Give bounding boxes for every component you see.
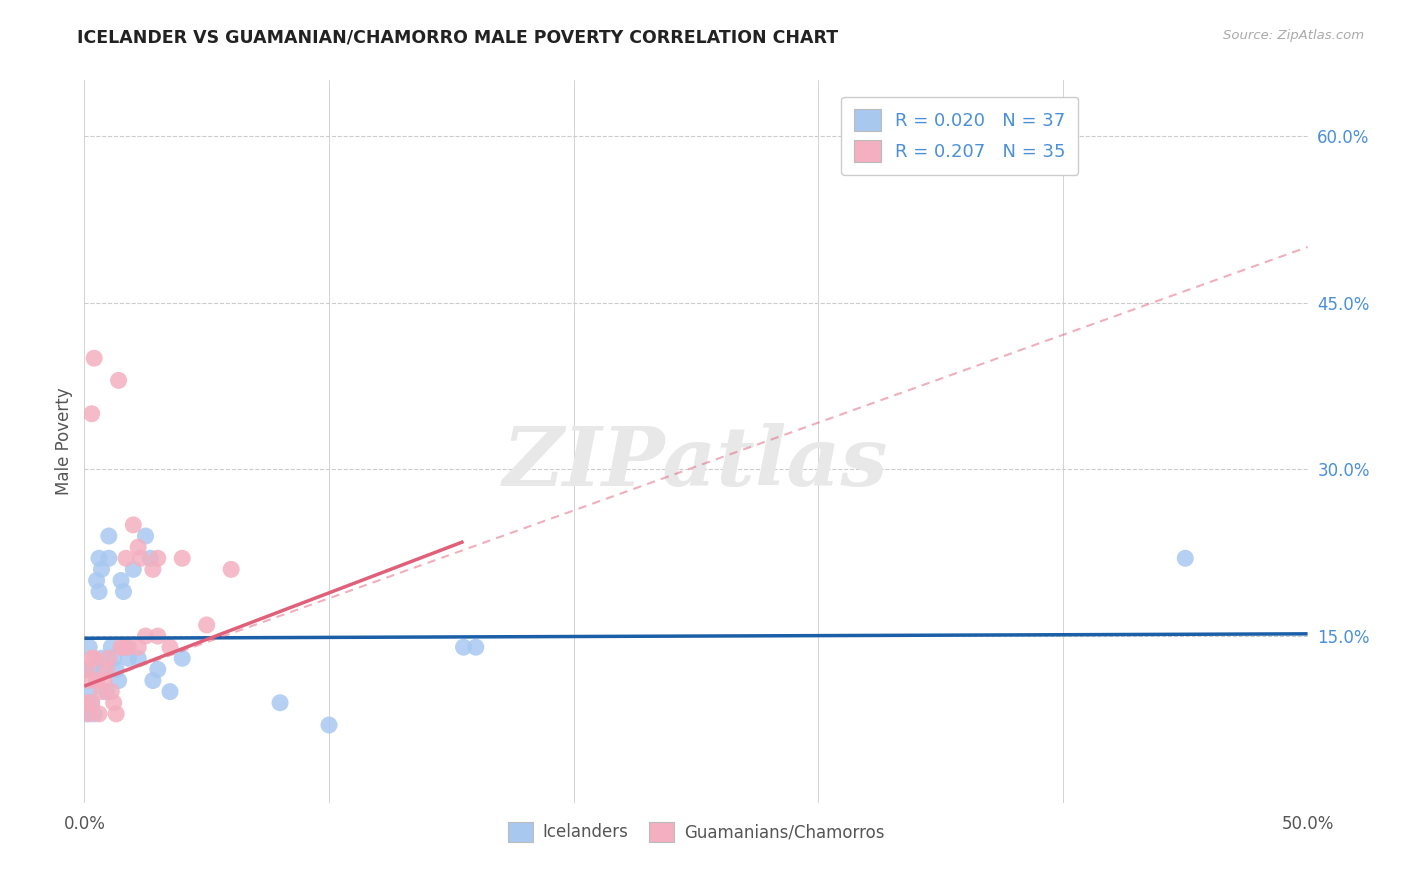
Point — [1174, 551, 1197, 566]
Point — [127, 540, 149, 554]
Point — [135, 629, 157, 643]
Point — [146, 662, 169, 676]
Point — [464, 640, 486, 655]
Point — [103, 696, 125, 710]
Point — [76, 662, 98, 676]
Point — [135, 529, 157, 543]
Point — [100, 640, 122, 655]
Point — [87, 706, 110, 721]
Point — [86, 574, 108, 588]
Point — [93, 662, 115, 676]
Point — [115, 640, 138, 655]
Point — [90, 651, 112, 665]
Point — [76, 706, 98, 721]
Point — [146, 629, 169, 643]
Point — [142, 673, 165, 688]
Point — [318, 718, 340, 732]
Point — [172, 651, 194, 665]
Legend: Icelanders, Guamanians/Chamorros: Icelanders, Guamanians/Chamorros — [501, 815, 891, 848]
Text: Source: ZipAtlas.com: Source: ZipAtlas.com — [1223, 29, 1364, 42]
Point — [77, 673, 100, 688]
Point — [127, 640, 149, 655]
Text: ZIPatlas: ZIPatlas — [503, 423, 889, 503]
Point — [105, 662, 128, 676]
Point — [80, 651, 103, 665]
Point — [110, 640, 132, 655]
Point — [90, 562, 112, 576]
Point — [83, 351, 105, 366]
Point — [107, 673, 129, 688]
Point — [86, 673, 108, 688]
Point — [453, 640, 475, 655]
Point — [97, 551, 120, 566]
Point — [129, 551, 152, 566]
Point — [80, 407, 103, 421]
Point — [127, 651, 149, 665]
Point — [159, 684, 181, 698]
Point — [97, 651, 120, 665]
Point — [76, 696, 98, 710]
Point — [269, 696, 291, 710]
Point — [172, 551, 194, 566]
Point — [83, 651, 105, 665]
Point — [87, 551, 110, 566]
Point — [77, 640, 100, 655]
Point — [142, 562, 165, 576]
Point — [80, 662, 103, 676]
Point — [90, 684, 112, 698]
Point — [103, 651, 125, 665]
Point — [96, 684, 118, 698]
Point — [117, 651, 139, 665]
Point — [96, 662, 118, 676]
Point — [77, 684, 100, 698]
Point — [87, 584, 110, 599]
Point — [219, 562, 242, 576]
Point — [112, 640, 135, 655]
Point — [83, 706, 105, 721]
Point — [80, 696, 103, 710]
Point — [195, 618, 218, 632]
Point — [159, 640, 181, 655]
Point — [115, 551, 138, 566]
Y-axis label: Male Poverty: Male Poverty — [55, 388, 73, 495]
Point — [93, 673, 115, 688]
Point — [107, 373, 129, 387]
Point — [112, 584, 135, 599]
Point — [110, 574, 132, 588]
Point — [122, 562, 145, 576]
Point — [97, 529, 120, 543]
Text: ICELANDER VS GUAMANIAN/CHAMORRO MALE POVERTY CORRELATION CHART: ICELANDER VS GUAMANIAN/CHAMORRO MALE POV… — [77, 29, 838, 46]
Point — [117, 640, 139, 655]
Point — [105, 706, 128, 721]
Point — [77, 706, 100, 721]
Point — [76, 662, 98, 676]
Point — [146, 551, 169, 566]
Point — [80, 696, 103, 710]
Point — [139, 551, 162, 566]
Point — [122, 517, 145, 532]
Point — [100, 684, 122, 698]
